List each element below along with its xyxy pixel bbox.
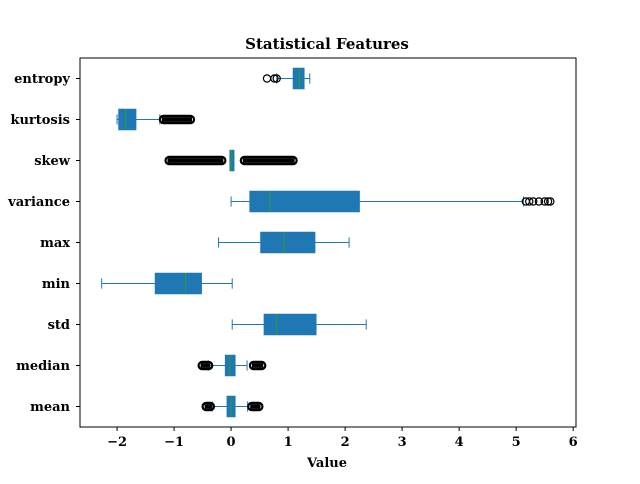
box-group-entropy xyxy=(262,67,311,90)
flier-cluster xyxy=(158,114,196,125)
flier-cluster xyxy=(164,155,227,166)
box-iqr xyxy=(118,108,137,131)
box-iqr xyxy=(260,231,316,254)
y-tick-label: entropy xyxy=(14,72,70,87)
box-group-std xyxy=(231,313,367,336)
box-iqr xyxy=(263,313,317,336)
flier-point xyxy=(543,197,553,206)
y-tick-label: skew xyxy=(34,154,71,169)
plot-layer xyxy=(101,67,555,418)
flier-point xyxy=(270,74,279,83)
box-group-min xyxy=(101,272,233,295)
y-tick-label: median xyxy=(16,359,70,374)
x-tick-label: −1 xyxy=(164,435,184,450)
flier-cluster-core xyxy=(250,404,261,409)
flier-cluster xyxy=(201,401,216,412)
axis-layer: entropy kurtosis skew variance max min std medi… xyxy=(7,72,578,450)
x-tick-label: 2 xyxy=(341,435,350,450)
y-tick-label: max xyxy=(40,236,70,251)
x-tick-label: 3 xyxy=(398,435,407,450)
flier-cluster-core xyxy=(200,363,211,368)
flier-point xyxy=(525,197,534,206)
y-tick-label: kurtosis xyxy=(10,113,70,128)
flier-cluster-core xyxy=(242,158,295,163)
x-tick-label: 5 xyxy=(512,435,521,450)
y-tick-label: min xyxy=(42,277,71,292)
flier-cluster xyxy=(247,401,264,412)
flier-point xyxy=(272,74,281,83)
y-tick-label: mean xyxy=(30,400,70,415)
flier-cluster xyxy=(239,155,298,166)
flier-cluster xyxy=(197,360,214,371)
box-group-variance xyxy=(230,190,555,213)
chart-title: Statistical Features xyxy=(245,35,409,53)
flier-point xyxy=(546,197,555,206)
box-group-median xyxy=(197,354,267,377)
x-tick-label: 1 xyxy=(284,435,293,450)
flier-cluster xyxy=(248,360,267,371)
flier-point xyxy=(534,197,544,206)
flier-cluster-core xyxy=(204,404,212,409)
x-tick-label: 0 xyxy=(227,435,236,450)
box-group-skew xyxy=(164,149,298,172)
box-iqr xyxy=(249,190,360,213)
flier-cluster-core xyxy=(251,363,264,368)
x-tick-label: −2 xyxy=(107,435,127,450)
x-tick-label: 6 xyxy=(569,435,578,450)
flier-point xyxy=(529,197,538,206)
box-iqr xyxy=(292,67,305,90)
box-iqr xyxy=(229,149,235,172)
flier-point xyxy=(262,74,272,83)
y-tick-label: std xyxy=(48,318,70,333)
box-group-mean xyxy=(201,395,264,418)
box-iqr xyxy=(154,272,202,295)
flier-point xyxy=(540,197,549,206)
x-axis-title: Value xyxy=(306,456,347,471)
y-tick-label: variance xyxy=(7,195,70,210)
flier-cluster-core xyxy=(161,117,193,122)
flier-cluster-core xyxy=(167,158,224,163)
box-group-kurtosis xyxy=(116,108,196,131)
x-tick-label: 4 xyxy=(455,435,464,450)
box-group-max xyxy=(218,231,350,254)
